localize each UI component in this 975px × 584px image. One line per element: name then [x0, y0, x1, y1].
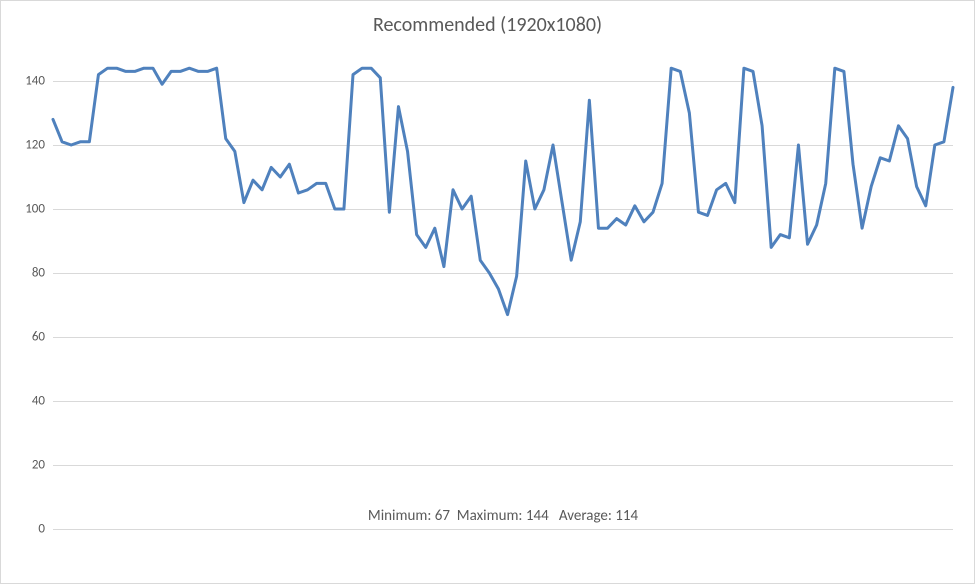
- chart-container: Recommended (1920x1080) Minimum: 67 Maxi…: [0, 0, 975, 584]
- y-tick-label: 20: [32, 458, 45, 473]
- y-tick-label: 0: [38, 522, 45, 537]
- plot-area: Minimum: 67 Maximum: 144 Average: 114 02…: [53, 49, 953, 529]
- y-tick-label: 40: [32, 394, 45, 409]
- y-tick-label: 140: [25, 74, 45, 89]
- chart-title: Recommended (1920x1080): [1, 13, 974, 37]
- stats-line: Minimum: 67 Maximum: 144 Average: 114: [53, 507, 953, 525]
- stat-max-value: 144: [526, 507, 549, 525]
- y-tick-label: 60: [32, 330, 45, 345]
- y-tick-label: 120: [25, 138, 45, 153]
- line-series: [53, 49, 953, 529]
- stat-avg-value: 114: [615, 507, 638, 525]
- stat-min-value: 67: [435, 507, 450, 525]
- y-tick-label: 100: [25, 202, 45, 217]
- y-tick-label: 80: [32, 266, 45, 281]
- stat-max-label: Maximum:: [457, 507, 523, 525]
- stat-min-label: Minimum:: [368, 507, 431, 525]
- stat-avg-label: Average:: [559, 507, 612, 525]
- line-path: [53, 68, 953, 314]
- gridline: [53, 529, 953, 530]
